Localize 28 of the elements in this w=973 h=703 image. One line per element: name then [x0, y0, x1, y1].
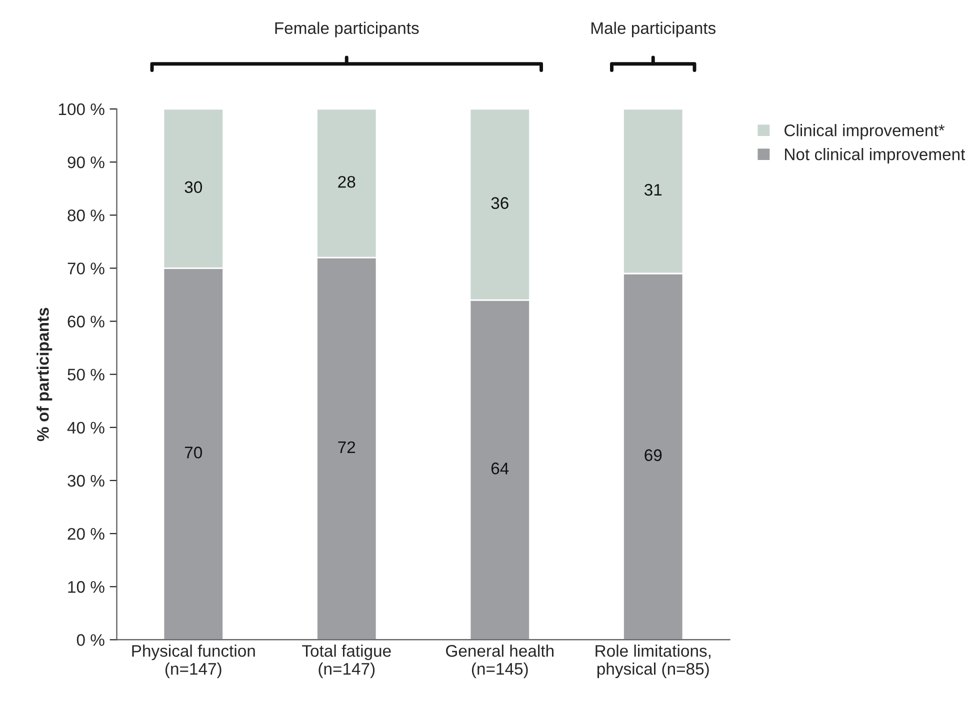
data-label: 31 — [644, 184, 662, 196]
y-tick-label: 50 % — [68, 368, 104, 381]
text: Male participants — [592, 22, 716, 38]
data-label: 28 — [338, 176, 356, 188]
data-label: 36 — [491, 197, 508, 209]
legend-label: Not clinical improvement — [785, 148, 966, 164]
y-tick-label: 40 % — [67, 422, 104, 434]
x-tick-label: Total fatigue (n=147) — [302, 644, 391, 678]
x-tick-label: General health (n=145) — [446, 644, 554, 678]
y-tick-label: 70 % — [68, 262, 104, 274]
legend-label: Clinical improvement* — [784, 124, 945, 140]
text: Female participants — [275, 22, 419, 38]
y-tick-label: 20 % — [68, 528, 104, 540]
y-tick-label: 80 % — [68, 210, 104, 222]
data-label: 30 — [184, 181, 202, 194]
y-tick-label: 60 % — [68, 316, 104, 328]
x-tick-label: Role limitations, physical (n=85) — [596, 644, 710, 678]
y-tick-label: 90 % — [68, 156, 104, 168]
y-tick-label: 30 % — [68, 474, 104, 487]
data-label: 72 — [338, 441, 356, 453]
y-tick-label: 0 % — [76, 634, 104, 646]
y-tick-label: 100 % — [58, 103, 104, 116]
data-label: 69 — [644, 449, 662, 462]
data-label: 70 — [184, 446, 202, 458]
y-tick-label: 10 % — [68, 581, 104, 593]
x-tick-label: Physical function (n=147) — [132, 644, 255, 678]
data-label: 64 — [491, 462, 509, 474]
y-axis-title: % of participants — [36, 308, 52, 442]
